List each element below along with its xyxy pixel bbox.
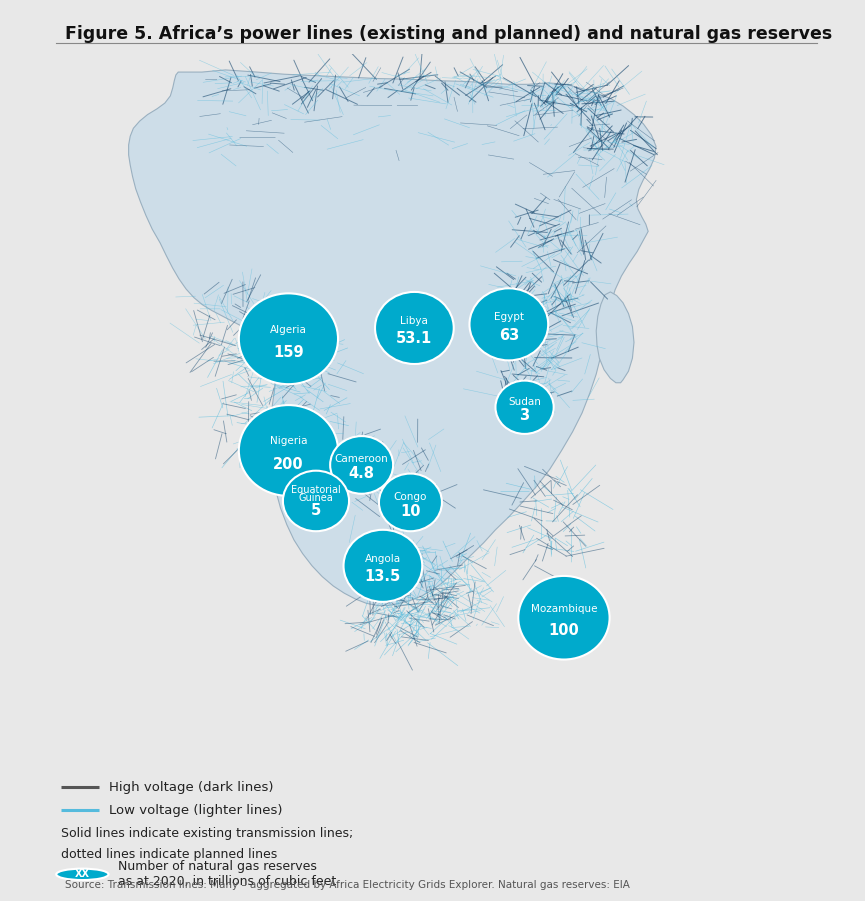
Text: Low voltage (lighter lines): Low voltage (lighter lines) (109, 804, 282, 816)
Text: Nigeria: Nigeria (270, 436, 307, 446)
Circle shape (239, 405, 338, 496)
Text: Number of natural gas reserves
as at 2020, in trillions of cubic feet: Number of natural gas reserves as at 202… (118, 860, 336, 888)
Text: Cameroon: Cameroon (335, 454, 388, 464)
Text: 13.5: 13.5 (365, 569, 401, 584)
Text: Equatorial: Equatorial (292, 486, 341, 496)
Text: Source: Transmission lines: Many – aggregated by Africa Electricity Grids Explor: Source: Transmission lines: Many – aggre… (65, 880, 630, 890)
Circle shape (496, 380, 554, 434)
Circle shape (379, 474, 442, 532)
Text: Angola: Angola (365, 553, 401, 564)
Circle shape (375, 292, 454, 364)
Circle shape (470, 288, 548, 360)
Text: 3: 3 (520, 408, 529, 423)
Text: High voltage (dark lines): High voltage (dark lines) (109, 781, 273, 794)
Circle shape (239, 294, 338, 384)
Text: 53.1: 53.1 (396, 332, 432, 346)
Polygon shape (129, 70, 656, 605)
Text: XX: XX (75, 869, 90, 878)
Text: Figure 5. Africa’s power lines (existing and planned) and natural gas reserves: Figure 5. Africa’s power lines (existing… (65, 25, 832, 43)
Text: Sudan: Sudan (508, 397, 541, 407)
Text: dotted lines indicate planned lines: dotted lines indicate planned lines (61, 848, 278, 861)
Text: Guinea: Guinea (298, 493, 333, 503)
Circle shape (283, 470, 349, 532)
Text: 63: 63 (499, 328, 519, 342)
Text: Congo: Congo (394, 492, 427, 502)
Text: Libya: Libya (400, 315, 428, 326)
Text: 100: 100 (548, 623, 580, 638)
Polygon shape (596, 292, 634, 383)
Text: 4.8: 4.8 (349, 466, 375, 481)
Circle shape (56, 869, 109, 880)
Text: 159: 159 (273, 345, 304, 359)
Text: 10: 10 (400, 504, 420, 519)
Circle shape (330, 436, 393, 494)
Circle shape (343, 530, 422, 602)
Text: 5: 5 (311, 503, 321, 518)
Text: Mozambique: Mozambique (531, 605, 597, 614)
Text: Solid lines indicate existing transmission lines;: Solid lines indicate existing transmissi… (61, 827, 353, 841)
Text: 200: 200 (273, 457, 304, 471)
Text: Algeria: Algeria (270, 324, 307, 334)
Circle shape (518, 576, 610, 660)
Text: Egypt: Egypt (494, 312, 524, 323)
